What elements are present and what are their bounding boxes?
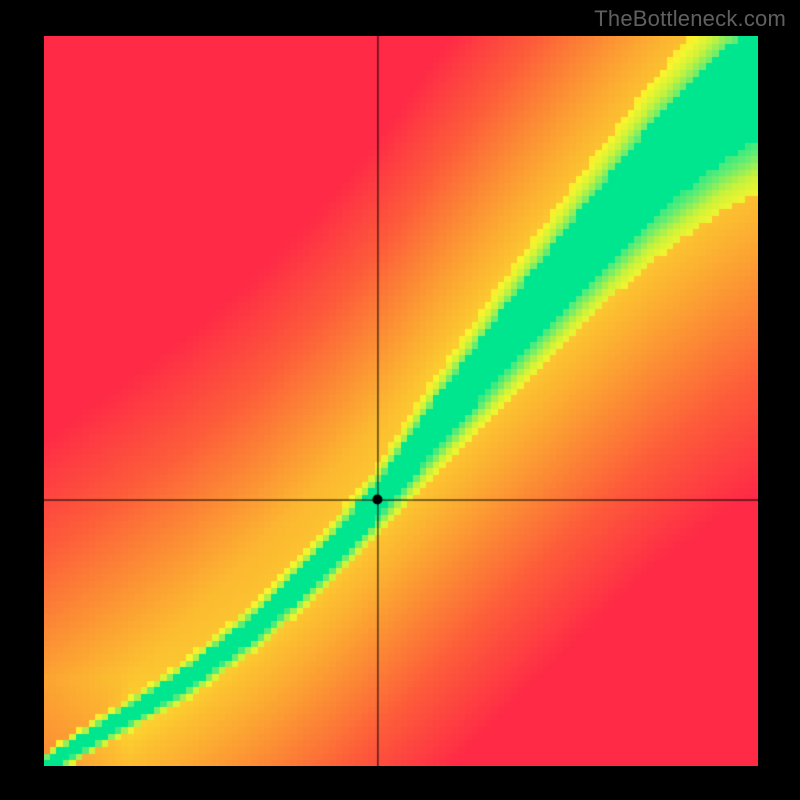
bottleneck-heatmap-canvas: [44, 36, 758, 766]
watermark-text: TheBottleneck.com: [594, 6, 786, 32]
chart-container: TheBottleneck.com: [0, 0, 800, 800]
